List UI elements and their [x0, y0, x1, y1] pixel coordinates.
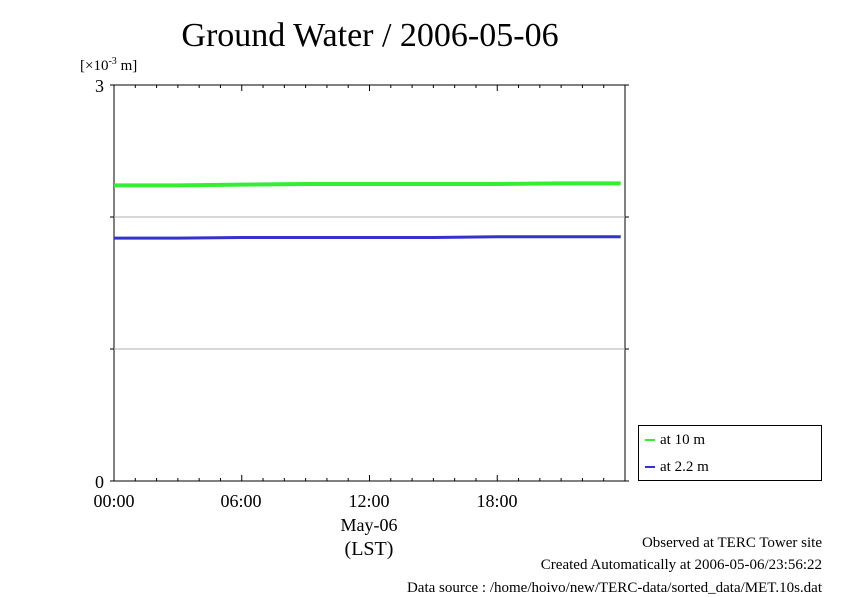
x-date-label: May-06 — [341, 515, 398, 535]
legend-label-10m: at 10 m — [660, 431, 705, 448]
legend-item-10m: at 10 m — [645, 430, 705, 450]
footer-source: Data source : /home/hoivo/new/TERC-data/… — [406, 580, 822, 596]
y-axis-unit-label: [×10-3 m] — [80, 56, 137, 74]
x-tick-label-0600: 06:00 — [220, 491, 261, 511]
legend: at 10 m at 2.2 m — [638, 425, 822, 481]
legend-item-2-2m: at 2.2 m — [645, 457, 709, 477]
y-axis-unit-suffix: m] — [117, 58, 137, 74]
grid-layer — [114, 216, 625, 350]
footer-created: Created Automatically at 2006-05-06/23:5… — [540, 557, 822, 573]
series-layer — [114, 181, 621, 240]
series-line-0 — [114, 181, 621, 188]
chart-title: Ground Water / 2006-05-06 — [181, 17, 558, 54]
x-tick-label-0000: 00:00 — [93, 491, 134, 511]
series-line-1 — [114, 235, 621, 240]
footer-observed: Observed at TERC Tower site — [641, 535, 822, 551]
plot-frame — [113, 84, 626, 482]
y-tick-label-3: 3 — [95, 76, 104, 96]
tick-layer — [110, 84, 629, 482]
y-axis-unit-exponent: -3 — [108, 56, 116, 67]
y-axis-unit-base: [×10 — [80, 58, 108, 74]
y-tick-label-0: 0 — [95, 472, 104, 492]
x-unit-label: (LST) — [345, 538, 394, 560]
legend-label-2-2m: at 2.2 m — [660, 458, 709, 475]
x-tick-label-1800: 18:00 — [476, 491, 517, 511]
legend-swatch-2-2m — [645, 466, 655, 468]
legend-swatch-10m — [645, 439, 655, 441]
x-tick-label-1200: 12:00 — [348, 491, 389, 511]
